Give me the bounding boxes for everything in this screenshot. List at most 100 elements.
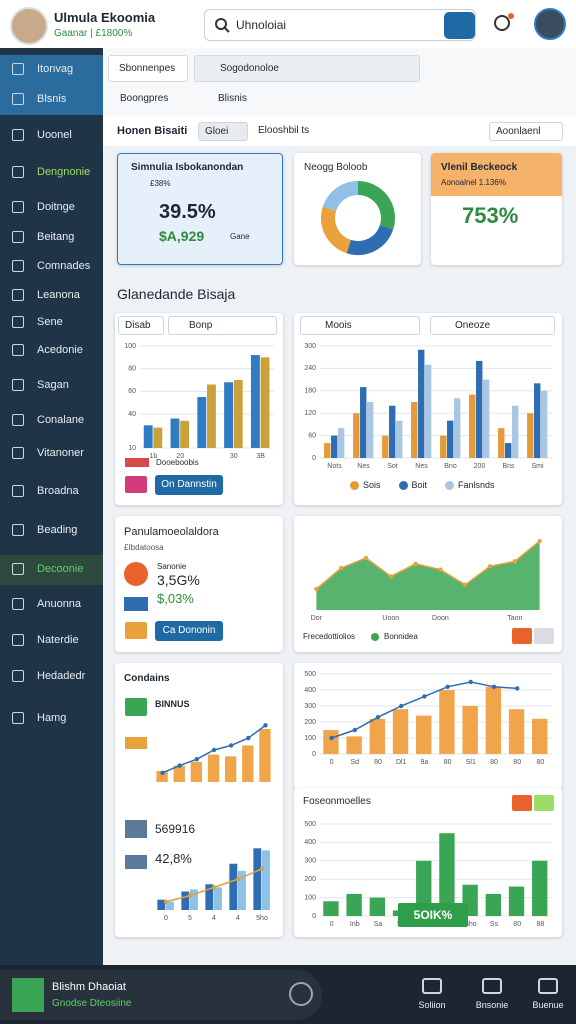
footer-icon[interactable] [538, 978, 558, 994]
bar [324, 443, 331, 458]
nav-item[interactable]: Anuonna [0, 590, 103, 620]
bar [157, 899, 166, 910]
point [445, 684, 450, 689]
dropdown[interactable]: Disab [118, 316, 164, 335]
y-tick-label: 100 [304, 894, 316, 901]
chart: Dor Uoon Doon Taon [311, 538, 542, 622]
x-tick-label: 9a [421, 759, 429, 766]
point [187, 893, 193, 898]
y-tick-label: 500 [304, 821, 316, 828]
point [194, 756, 200, 762]
filter[interactable]: Boongpres [120, 93, 169, 104]
nav-item[interactable]: Conalane [0, 406, 103, 436]
profile-avatar[interactable] [534, 8, 566, 40]
nav-label: Sagan [37, 379, 69, 391]
nav-item[interactable]: Leanona [0, 281, 103, 311]
bar [170, 418, 180, 448]
section-title: Glanedande Bisaja [117, 286, 236, 302]
bar [331, 435, 338, 458]
bar [532, 860, 548, 916]
nav-label: Blsnis [37, 93, 67, 105]
nav-item[interactable]: Itonvag [0, 55, 103, 85]
dropdown[interactable]: Bonp [168, 316, 277, 335]
bar [260, 357, 270, 448]
bar [323, 901, 339, 916]
bar [156, 771, 168, 782]
user-avatar[interactable] [10, 7, 48, 45]
nav-icon [12, 344, 24, 356]
point [339, 565, 344, 571]
y-tick-label: 0 [312, 751, 316, 758]
nav-item[interactable]: Doitnge [0, 193, 103, 223]
nav-icon [12, 598, 24, 610]
nav-icon [12, 712, 24, 724]
nav-item[interactable]: Beading [0, 516, 103, 546]
nav-item[interactable]: Comnades [0, 252, 103, 282]
point [235, 876, 241, 882]
point [160, 770, 165, 776]
nav-item[interactable]: Vitanoner [0, 439, 103, 469]
nav-item[interactable]: Uoonel [0, 121, 103, 151]
button[interactable] [534, 795, 554, 811]
dropdown[interactable]: Moois [300, 316, 420, 335]
nav-icon [12, 260, 24, 272]
tab-search[interactable] [194, 55, 420, 82]
nav-item[interactable]: Acedonie [0, 336, 103, 366]
point [399, 703, 404, 709]
nav-item[interactable]: Beitang [0, 223, 103, 253]
button[interactable] [512, 795, 532, 811]
y-tick-label: 100 [124, 343, 136, 350]
nav-icon [12, 524, 24, 536]
legend-text: Bonnidea [384, 632, 418, 641]
x-tick-label: Sl1 [466, 759, 476, 766]
point [163, 899, 169, 904]
button[interactable] [534, 628, 554, 644]
card-value: 753% [462, 203, 519, 228]
nav-item[interactable]: Hedadedr [0, 662, 103, 692]
legend-item: Boit [398, 480, 427, 490]
search-button[interactable] [444, 12, 475, 39]
filter[interactable]: Blisnis [218, 93, 247, 104]
button[interactable]: On Dannstin [155, 475, 223, 495]
legend-item: Fanlsnds [445, 480, 495, 490]
x-tick-label: 80 [490, 759, 498, 766]
search-box[interactable] [204, 9, 476, 41]
button[interactable]: Ca Dononin [155, 621, 223, 641]
nav-label: Comnades [37, 260, 91, 272]
x-tick-label: 20 [176, 453, 184, 460]
bar [238, 870, 246, 910]
button[interactable] [512, 628, 532, 644]
dropdown[interactable]: Aoonlaenl [489, 122, 563, 141]
nav-item[interactable]: Sagan [0, 371, 103, 401]
nav-item[interactable]: Blsnis [0, 85, 103, 115]
y-tick-label: 40 [128, 411, 136, 418]
nav-item[interactable]: Broadna [0, 477, 103, 507]
nav-item[interactable]: Dengnonie [0, 158, 103, 188]
chart [156, 723, 271, 782]
dropdown[interactable]: Gloei [198, 122, 248, 141]
legend-dot [350, 480, 359, 490]
footer-icon[interactable] [482, 978, 502, 994]
bar [453, 398, 461, 458]
footer-label: Soliion [418, 1000, 446, 1010]
nav-item[interactable]: Naterdie [0, 626, 103, 656]
chat-icon[interactable] [494, 15, 510, 31]
nav-label: Hedadedr [37, 670, 86, 682]
point [259, 866, 265, 872]
nav-icon [12, 447, 24, 459]
refresh-button[interactable] [289, 982, 313, 1006]
x-tick-label: Sot [387, 463, 398, 470]
user-sub: Gaanar | £1800% [54, 28, 133, 39]
card-note: Gane [230, 232, 250, 241]
stat-label: Sanonie [157, 562, 187, 571]
nav-item[interactable]: Sene [0, 308, 103, 338]
x-tick-label: 3B [256, 453, 265, 460]
nav-item[interactable]: Hamg [0, 704, 103, 734]
nav-label: Uoonel [37, 129, 72, 141]
tab[interactable]: Sbonnenpes [108, 55, 188, 82]
footer-icon[interactable] [422, 978, 442, 994]
nav-icon [12, 670, 24, 682]
bar [190, 761, 203, 782]
dropdown[interactable]: Oneoze [430, 316, 555, 335]
nav-item[interactable]: Decoonie [0, 555, 103, 585]
